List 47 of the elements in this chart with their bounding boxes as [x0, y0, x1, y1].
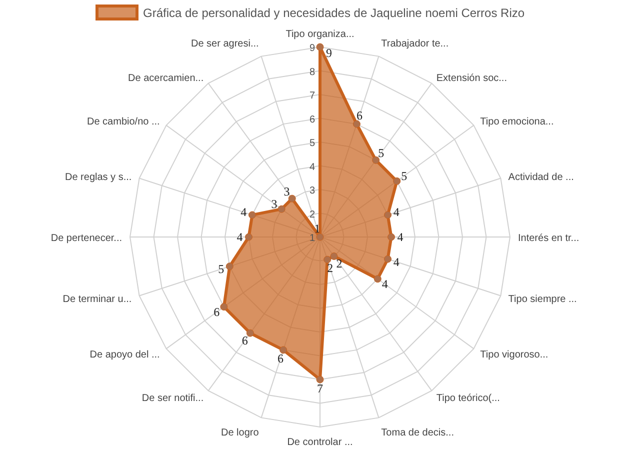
spoke-label: De ser notifi... — [142, 393, 204, 404]
data-label: 4 — [240, 205, 247, 220]
spoke-label: Interés en tr... — [518, 233, 580, 244]
data-label: 4 — [393, 254, 400, 269]
spoke-label: De controlar ... — [287, 437, 353, 448]
data-label: 5 — [401, 168, 408, 183]
spoke-label: Tipo vigoroso... — [480, 349, 548, 360]
spoke-label: Trabajador te... — [381, 38, 449, 50]
data-label: 6 — [278, 351, 284, 366]
spoke-label: Extensión soc... — [436, 72, 507, 84]
legend-label: Gráfica de personalidad y necesidades de Jaqueline noemi Cerros Rizo — [143, 6, 525, 20]
data-label: 4 — [393, 205, 400, 220]
y-tick-label: 6 — [309, 114, 316, 126]
data-label: 5 — [218, 262, 224, 276]
spoke-label: De terminar u... — [62, 294, 132, 306]
data-label: 6 — [214, 305, 220, 320]
spoke-label: Actividad de ... — [508, 172, 574, 183]
data-label: 4 — [397, 230, 404, 244]
spoke-label: De acercamien... — [128, 72, 204, 84]
spoke-label: Toma de decis... — [381, 427, 454, 438]
y-tick-label: 5 — [309, 138, 316, 149]
y-tick-label: 3 — [309, 186, 316, 196]
y-tick-label: 9 — [309, 43, 316, 54]
data-label: 4 — [236, 230, 243, 244]
spoke-label: De reglas y s... — [64, 172, 132, 183]
y-tick-label: 8 — [309, 66, 316, 78]
spoke-label: Tipo teórico(... — [436, 393, 500, 404]
y-tick-label: 2 — [309, 209, 316, 220]
spoke-label: Tipo organiza... — [286, 29, 354, 40]
spoke-label: De logro — [221, 427, 260, 438]
y-tick-label: 4 — [309, 162, 316, 173]
data-label: 3 — [284, 184, 290, 198]
spoke-label: De cambio/no ... — [87, 116, 160, 128]
data-label: 6 — [356, 108, 362, 123]
y-tick-label: 7 — [309, 90, 316, 102]
spoke-label: De pertenecer... — [50, 233, 122, 244]
data-label: 4 — [382, 277, 388, 292]
data-label: 3 — [271, 196, 278, 211]
data-label: 9 — [326, 46, 332, 60]
data-label: 2 — [336, 256, 342, 270]
data-label: 5 — [378, 146, 384, 160]
y-tick-label: 1 — [309, 233, 316, 244]
data-label: 6 — [242, 333, 248, 348]
spoke-label: De ser agresi... — [191, 38, 259, 50]
spoke-label: Tipo siempre ... — [508, 294, 577, 306]
spoke-label: Tipo emociona... — [480, 116, 554, 128]
spoke-label: De apoyo del ... — [90, 349, 160, 360]
